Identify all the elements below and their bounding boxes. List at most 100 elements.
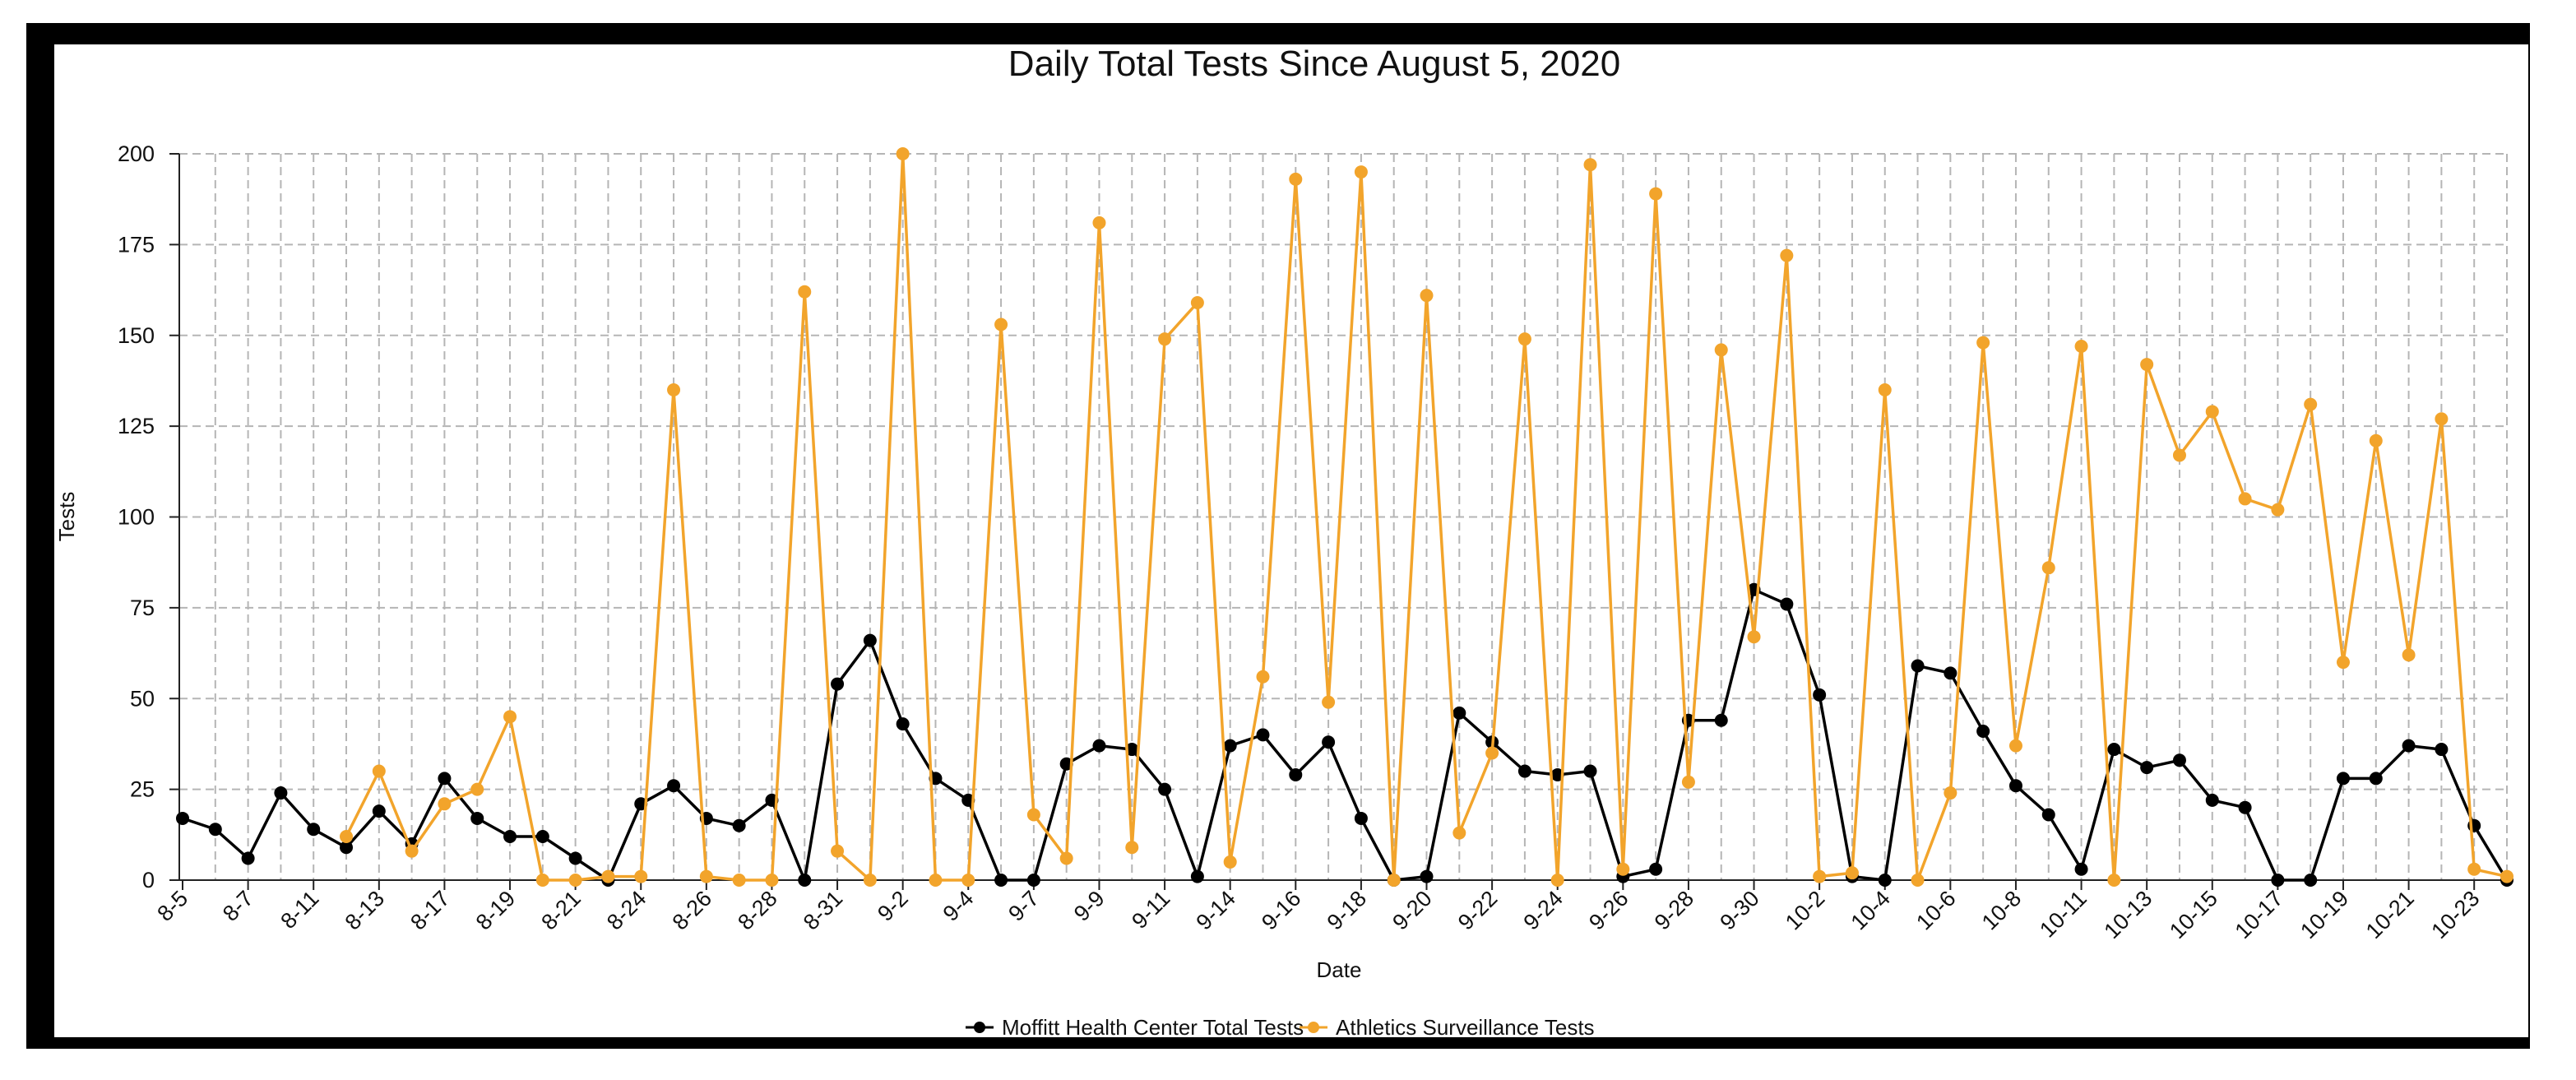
y-tick-label: 175 xyxy=(118,232,155,257)
x-tick-label: 9-16 xyxy=(1257,886,1305,934)
series-line xyxy=(182,588,2509,882)
data-point xyxy=(2271,874,2285,887)
chart-title: Daily Total Tests Since August 5, 2020 xyxy=(1008,44,1620,84)
data-point xyxy=(503,710,517,724)
data-point xyxy=(535,874,549,887)
x-tick-label: 10-13 xyxy=(2099,886,2157,943)
data-point xyxy=(1911,874,1925,887)
x-tick-labels: 8-5 8-7 8-11 8-13 8-17 8-19 8-21 8-24 8-26 8-28 8-… xyxy=(152,880,2484,943)
series-moffitt xyxy=(176,582,2513,887)
legend-item-athletics: Athletics Surveillance Tests xyxy=(1300,1015,1595,1037)
x-tick-label: 9-2 xyxy=(873,886,913,926)
data-point xyxy=(1517,764,1531,778)
data-point xyxy=(1583,158,1597,172)
data-point xyxy=(1911,659,1925,673)
y-tick-label: 75 xyxy=(130,596,155,620)
data-point xyxy=(340,830,354,844)
data-point xyxy=(1322,695,1336,709)
data-point xyxy=(1354,811,1368,825)
data-point xyxy=(1517,332,1531,346)
y-axis-label: Tests xyxy=(54,492,79,542)
x-tick-label: 8-28 xyxy=(733,886,781,934)
data-point xyxy=(2304,397,2318,411)
data-point xyxy=(1354,165,1368,179)
data-point xyxy=(2008,779,2022,793)
data-point xyxy=(994,318,1008,331)
x-tick-label: 9-24 xyxy=(1519,886,1568,934)
data-point xyxy=(2304,874,2318,887)
chart-panel: Daily Total Tests Since August 5, 2020 0… xyxy=(54,44,2528,1037)
data-point xyxy=(667,382,681,396)
x-tick-label: 9-4 xyxy=(938,886,979,926)
data-point xyxy=(634,869,648,883)
data-point xyxy=(1125,743,1139,757)
x-tick-label: 10-8 xyxy=(1977,886,2026,934)
data-point xyxy=(1681,775,1695,789)
data-point xyxy=(1256,670,1270,684)
legend-label-moffitt: Moffitt Health Center Total Tests xyxy=(1002,1015,1304,1037)
data-point xyxy=(1190,869,1204,883)
x-tick-label: 8-26 xyxy=(668,886,716,934)
legend: Moffitt Health Center Total Tests Athlet… xyxy=(966,1015,1595,1037)
data-point xyxy=(896,717,910,731)
data-point xyxy=(2041,808,2055,822)
data-point xyxy=(2402,739,2416,753)
data-point xyxy=(2074,862,2088,876)
data-point xyxy=(470,782,484,796)
data-point xyxy=(1289,767,1303,781)
x-tick-label: 9-28 xyxy=(1650,886,1698,934)
y-tick-label: 150 xyxy=(118,323,155,348)
x-tick-label: 9-14 xyxy=(1192,886,1240,934)
data-point xyxy=(765,874,779,887)
data-point xyxy=(340,841,354,855)
data-point xyxy=(1420,289,1434,303)
x-tick-label: 8-17 xyxy=(405,886,454,934)
data-point xyxy=(307,823,321,837)
data-point xyxy=(667,779,681,793)
data-point xyxy=(2238,800,2252,814)
series-layer xyxy=(176,147,2513,887)
data-point xyxy=(1878,874,1892,887)
data-point xyxy=(1026,808,1040,822)
x-tick-label: 10-23 xyxy=(2426,886,2484,943)
data-point xyxy=(372,804,386,818)
data-point xyxy=(798,874,812,887)
data-point xyxy=(1387,874,1401,887)
x-tick-label: 8-7 xyxy=(218,886,258,926)
data-point xyxy=(1158,332,1172,346)
y-tick-labels: 0 25 50 75 100 125 150 175 200 xyxy=(118,141,179,892)
data-point xyxy=(1322,735,1336,749)
data-point xyxy=(438,797,452,811)
y-tick-label: 125 xyxy=(118,414,155,438)
data-point xyxy=(1714,713,1728,727)
data-point xyxy=(1583,764,1597,778)
data-point xyxy=(2271,503,2285,517)
x-tick-label: 10-19 xyxy=(2296,886,2353,943)
data-point xyxy=(863,633,877,647)
data-point xyxy=(2435,743,2449,757)
data-point xyxy=(1092,739,1106,753)
x-tick-label: 9-11 xyxy=(1127,886,1174,934)
data-point xyxy=(732,874,746,887)
grid-lines xyxy=(179,153,2509,880)
series-athletics xyxy=(340,147,2513,887)
y-tick-label: 50 xyxy=(130,686,155,711)
x-tick-label: 10-6 xyxy=(1911,886,1960,934)
data-point xyxy=(1223,739,1237,753)
data-point xyxy=(1158,782,1172,796)
x-tick-label: 10-2 xyxy=(1781,886,1829,934)
data-point xyxy=(208,823,222,837)
chart-frame: Daily Total Tests Since August 5, 2020 0… xyxy=(26,23,2530,1049)
data-point xyxy=(2008,739,2022,753)
data-point xyxy=(1190,296,1204,310)
data-point xyxy=(405,844,419,858)
data-point xyxy=(470,811,484,825)
data-point xyxy=(503,830,517,844)
data-point xyxy=(1550,874,1564,887)
data-point xyxy=(863,874,877,887)
data-point xyxy=(568,874,582,887)
data-point xyxy=(1944,786,1957,800)
legend-label-athletics: Athletics Surveillance Tests xyxy=(1336,1015,1595,1037)
data-point xyxy=(798,285,812,299)
data-point xyxy=(372,764,386,778)
